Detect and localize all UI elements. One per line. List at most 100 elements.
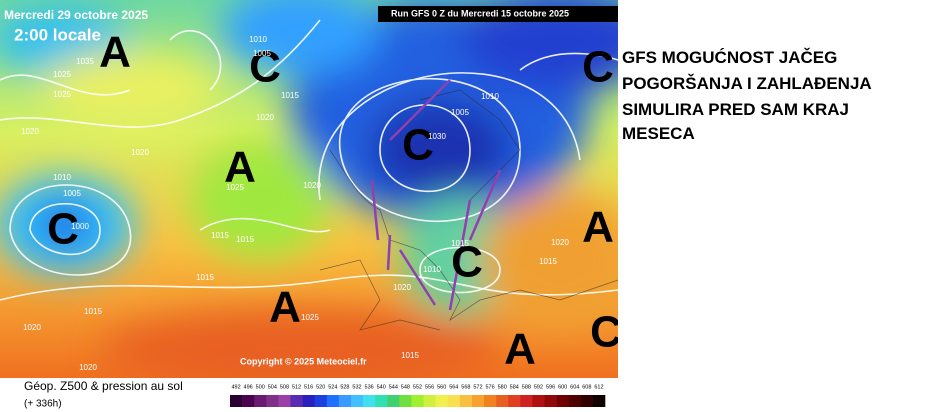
legend-swatch: [230, 395, 243, 407]
legend-swatch: [580, 395, 594, 407]
isobar-label: 1020: [131, 148, 149, 157]
legend-value: 608: [582, 384, 591, 390]
pressure-center: C: [47, 205, 79, 254]
isobar-label: 1005: [253, 49, 271, 58]
legend-value: 524: [328, 384, 337, 390]
isobar-label: 1020: [256, 113, 274, 122]
legend-swatch: [423, 395, 436, 407]
isobar-label: 1020: [23, 323, 41, 332]
legend-swatch: [399, 395, 412, 407]
pressure-center: C: [249, 43, 281, 92]
legend-swatch: [363, 395, 376, 407]
isobar-label: 1020: [79, 363, 97, 372]
legend-swatch: [290, 395, 303, 407]
caption-line: SIMULIRA PRED SAM KRAJ: [622, 100, 849, 119]
isobar-label: 1010: [481, 92, 499, 101]
legend-swatch: [520, 395, 533, 407]
isobar-label: 1025: [53, 90, 71, 99]
legend-value: 580: [498, 384, 507, 390]
legend-swatch: [544, 395, 557, 407]
isobar-label: 1015: [401, 351, 419, 360]
pressure-center: C: [402, 121, 434, 170]
isobar-label: 1030: [428, 132, 446, 141]
run-label: Run GFS 0 Z du Mercredi 15 octobre 2025: [391, 8, 569, 18]
legend-lead: (+ 336h): [24, 399, 62, 410]
legend-swatch: [471, 395, 485, 407]
legend-swatch: [266, 395, 279, 407]
legend-swatch: [435, 395, 449, 407]
weather-map: Run GFS 0 Z du Mercredi 15 octobre 2025 …: [0, 0, 618, 378]
legend-value: 496: [244, 384, 253, 390]
legend-value: 520: [316, 384, 325, 390]
pressure-center: A: [224, 143, 256, 192]
legend-value: 576: [485, 384, 494, 390]
legend-swatch: [338, 395, 352, 407]
isobar-label: 1000: [71, 222, 89, 231]
pressure-center: A: [504, 325, 536, 374]
legend-swatch: [278, 395, 291, 407]
isobar-label: 1005: [63, 189, 81, 198]
legend-value: 532: [352, 384, 361, 390]
isobar-label: 1010: [53, 173, 71, 182]
legend-swatch: [496, 395, 509, 407]
isobar-label: 1025: [226, 183, 244, 192]
pressure-center: C: [590, 308, 618, 357]
isobar-label: 1025: [301, 313, 319, 322]
valid-date: Mercredi 29 octobre 2025: [4, 8, 148, 22]
isobar-label: 1020: [21, 127, 39, 136]
legend-value: 600: [558, 384, 567, 390]
legend-value: 548: [401, 384, 410, 390]
legend-swatch: [411, 395, 424, 407]
legend-swatch: [302, 395, 315, 407]
coastlines: [319, 89, 618, 331]
pressure-center: C: [451, 238, 483, 287]
legend-value: 556: [425, 384, 434, 390]
local-time: 2:00 locale: [14, 25, 101, 44]
legend: Géop. Z500 & pression au sol (+ 336h) 49…: [24, 379, 606, 410]
legend-value: 492: [231, 384, 240, 390]
legend-value: 540: [377, 384, 386, 390]
pressure-center: A: [269, 283, 301, 332]
legend-value: 592: [534, 384, 543, 390]
legend-title: Géop. Z500 & pression au sol: [24, 379, 183, 393]
legend-swatch: [326, 395, 340, 407]
legend-swatch: [447, 395, 461, 407]
legend-value: 560: [437, 384, 446, 390]
isobar-label: 1015: [236, 235, 254, 244]
copyright: Copyright © 2025 Meteociel.fr: [240, 356, 367, 366]
legend-value: 552: [413, 384, 422, 390]
legend-swatch: [532, 395, 545, 407]
isobar-label: 1020: [393, 283, 411, 292]
isobar-label: 1010: [423, 265, 441, 274]
run-banner: [378, 6, 618, 22]
legend-swatch: [484, 395, 497, 407]
legend-swatch: [387, 395, 400, 407]
legend-swatch: [459, 395, 473, 407]
legend-value: 504: [268, 384, 277, 390]
legend-value: 516: [304, 384, 313, 390]
legend-value: 564: [449, 384, 458, 390]
pressure-center: A: [99, 28, 131, 77]
isobar-label: 1015: [196, 273, 214, 282]
isobar-label: 1015: [84, 307, 102, 316]
legend-swatch: [375, 395, 388, 407]
caption-line: POGORŠANJA I ZAHLAĐENJA: [622, 74, 872, 93]
pressure-center: A: [582, 203, 614, 252]
legend-value: 612: [594, 384, 603, 390]
legend-value: 528: [340, 384, 349, 390]
isobar-label: 1035: [76, 57, 94, 66]
legend-swatch: [568, 395, 582, 407]
legend-swatch: [508, 395, 521, 407]
legend-value: 500: [256, 384, 265, 390]
legend-swatch: [242, 395, 255, 407]
legend-value: 568: [461, 384, 470, 390]
legend-value: 596: [546, 384, 555, 390]
isobar-label: 1025: [53, 70, 71, 79]
isobar-label: 1015: [211, 231, 229, 240]
legend-swatch: [592, 395, 606, 407]
legend-value: 536: [365, 384, 374, 390]
isobar-label: 1015: [281, 91, 299, 100]
isobar-label: 1010: [249, 35, 267, 44]
legend-swatch: [254, 395, 267, 407]
